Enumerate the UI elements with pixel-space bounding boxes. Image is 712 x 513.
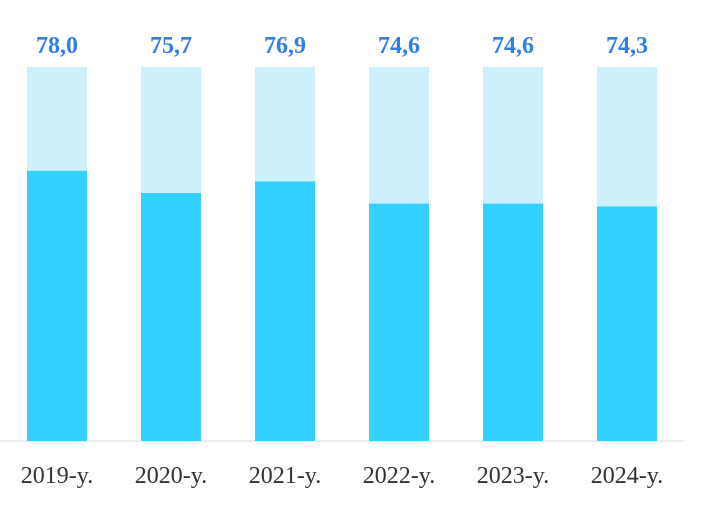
value-label: 76,9 — [264, 33, 306, 59]
bar — [597, 206, 657, 441]
category-label: 2022-y. — [363, 463, 435, 489]
bar — [483, 203, 543, 441]
category-label: 2020-y. — [135, 463, 207, 489]
category-label: 2023-y. — [477, 463, 549, 489]
bar — [141, 193, 201, 441]
category-label: 2024-y. — [591, 463, 663, 489]
value-label: 78,0 — [36, 33, 78, 59]
value-label: 74,3 — [606, 33, 648, 59]
category-label: 2019-y. — [21, 463, 93, 489]
value-label: 74,6 — [492, 33, 534, 59]
value-label: 74,6 — [378, 33, 420, 59]
bar — [27, 170, 87, 442]
bar — [255, 181, 315, 441]
value-label: 75,7 — [150, 33, 192, 59]
category-label: 2021-y. — [249, 463, 321, 489]
bar — [369, 203, 429, 441]
